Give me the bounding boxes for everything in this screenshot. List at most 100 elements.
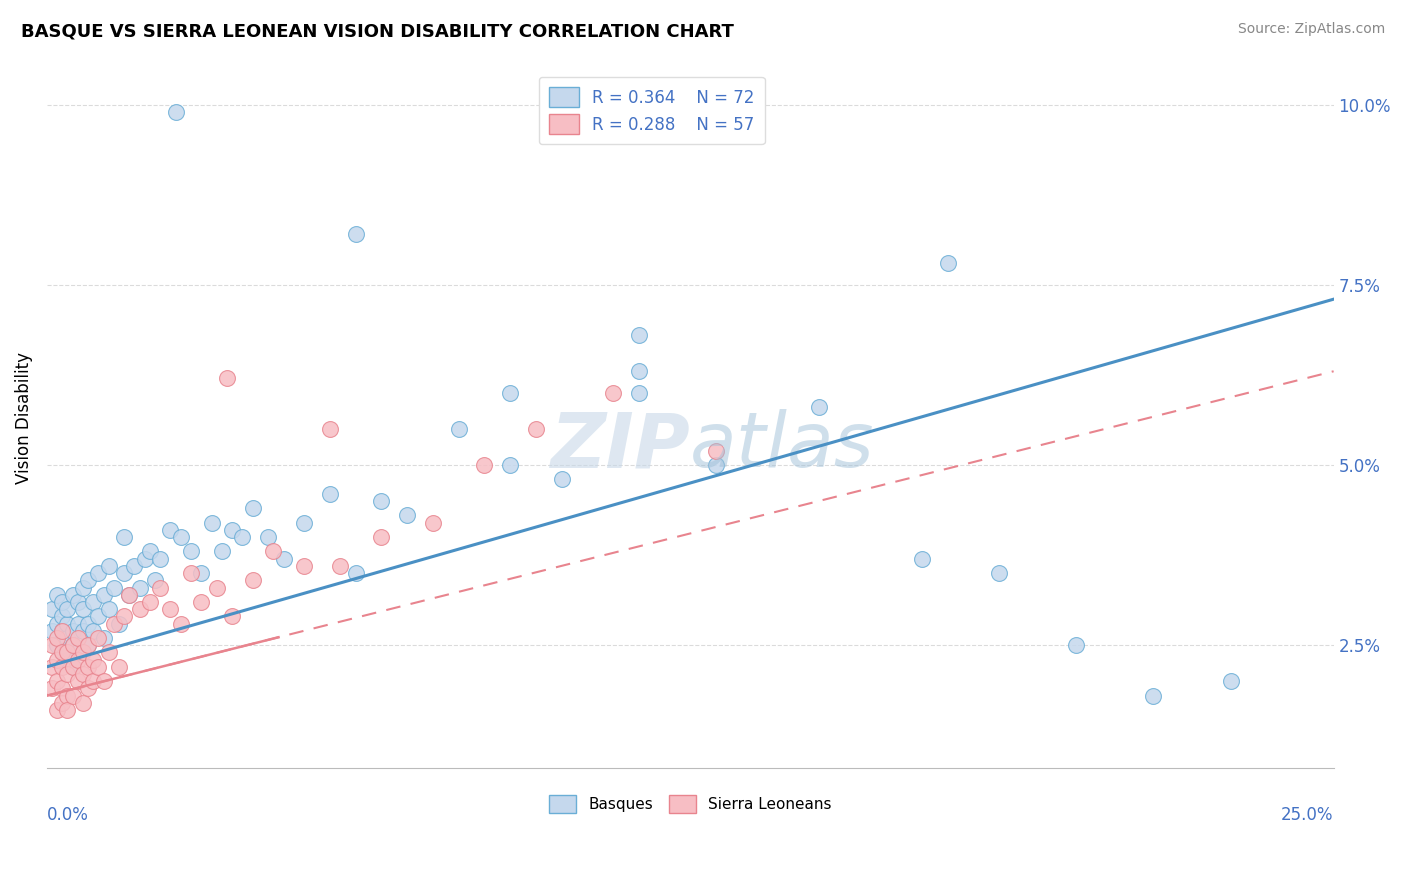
Point bbox=[56, 703, 79, 717]
Point bbox=[149, 581, 172, 595]
Point bbox=[370, 530, 392, 544]
Point bbox=[474, 458, 496, 472]
Point bbox=[56, 689, 79, 703]
Point bbox=[77, 574, 100, 588]
Point bbox=[87, 660, 110, 674]
Point bbox=[988, 566, 1011, 580]
Point bbox=[112, 530, 135, 544]
Point bbox=[62, 660, 84, 674]
Point bbox=[139, 544, 162, 558]
Point bbox=[103, 616, 125, 631]
Point bbox=[344, 227, 367, 242]
Text: 0.0%: 0.0% bbox=[46, 806, 89, 824]
Point bbox=[262, 544, 284, 558]
Point bbox=[72, 602, 94, 616]
Point bbox=[170, 616, 193, 631]
Text: 25.0%: 25.0% bbox=[1281, 806, 1334, 824]
Point bbox=[344, 566, 367, 580]
Text: ZIP: ZIP bbox=[551, 409, 690, 483]
Point bbox=[46, 631, 69, 645]
Point bbox=[190, 595, 212, 609]
Point bbox=[51, 660, 73, 674]
Point bbox=[112, 609, 135, 624]
Point bbox=[56, 631, 79, 645]
Point bbox=[704, 443, 727, 458]
Point bbox=[807, 401, 830, 415]
Point bbox=[231, 530, 253, 544]
Point bbox=[128, 581, 150, 595]
Point bbox=[292, 516, 315, 530]
Point bbox=[524, 422, 547, 436]
Point bbox=[46, 588, 69, 602]
Point bbox=[46, 616, 69, 631]
Point bbox=[93, 674, 115, 689]
Point bbox=[51, 645, 73, 659]
Point bbox=[205, 581, 228, 595]
Point bbox=[62, 638, 84, 652]
Point bbox=[319, 487, 342, 501]
Point bbox=[77, 660, 100, 674]
Point bbox=[292, 558, 315, 573]
Point bbox=[72, 696, 94, 710]
Point bbox=[46, 652, 69, 666]
Point bbox=[77, 638, 100, 652]
Point bbox=[82, 595, 104, 609]
Point bbox=[108, 660, 131, 674]
Point bbox=[499, 385, 522, 400]
Point bbox=[66, 674, 89, 689]
Point bbox=[66, 631, 89, 645]
Point bbox=[66, 616, 89, 631]
Point bbox=[273, 551, 295, 566]
Point bbox=[329, 558, 352, 573]
Point bbox=[62, 624, 84, 638]
Point bbox=[118, 588, 141, 602]
Point bbox=[627, 385, 650, 400]
Point bbox=[447, 422, 470, 436]
Point bbox=[72, 581, 94, 595]
Point bbox=[139, 595, 162, 609]
Point bbox=[72, 624, 94, 638]
Point bbox=[51, 595, 73, 609]
Point bbox=[77, 681, 100, 696]
Point bbox=[190, 566, 212, 580]
Point bbox=[319, 422, 342, 436]
Point bbox=[56, 652, 79, 666]
Point bbox=[257, 530, 280, 544]
Point bbox=[422, 516, 444, 530]
Point bbox=[62, 638, 84, 652]
Point bbox=[66, 645, 89, 659]
Point bbox=[128, 602, 150, 616]
Point bbox=[77, 616, 100, 631]
Legend: Basques, Sierra Leoneans: Basques, Sierra Leoneans bbox=[543, 789, 838, 820]
Point bbox=[112, 566, 135, 580]
Point bbox=[93, 631, 115, 645]
Point bbox=[46, 703, 69, 717]
Point bbox=[180, 544, 202, 558]
Point bbox=[936, 256, 959, 270]
Point bbox=[56, 616, 79, 631]
Point bbox=[77, 638, 100, 652]
Point bbox=[170, 530, 193, 544]
Point bbox=[159, 523, 181, 537]
Point bbox=[211, 544, 233, 558]
Point bbox=[911, 551, 934, 566]
Point bbox=[370, 494, 392, 508]
Point bbox=[149, 551, 172, 566]
Point bbox=[51, 645, 73, 659]
Point bbox=[72, 645, 94, 659]
Point bbox=[51, 624, 73, 638]
Point bbox=[1219, 674, 1241, 689]
Point bbox=[51, 681, 73, 696]
Point bbox=[82, 674, 104, 689]
Point bbox=[118, 588, 141, 602]
Point bbox=[108, 616, 131, 631]
Point bbox=[97, 558, 120, 573]
Point bbox=[215, 371, 238, 385]
Point bbox=[602, 385, 624, 400]
Point bbox=[72, 667, 94, 681]
Point bbox=[46, 638, 69, 652]
Point bbox=[97, 645, 120, 659]
Point bbox=[221, 609, 243, 624]
Point bbox=[550, 472, 572, 486]
Point bbox=[396, 508, 419, 523]
